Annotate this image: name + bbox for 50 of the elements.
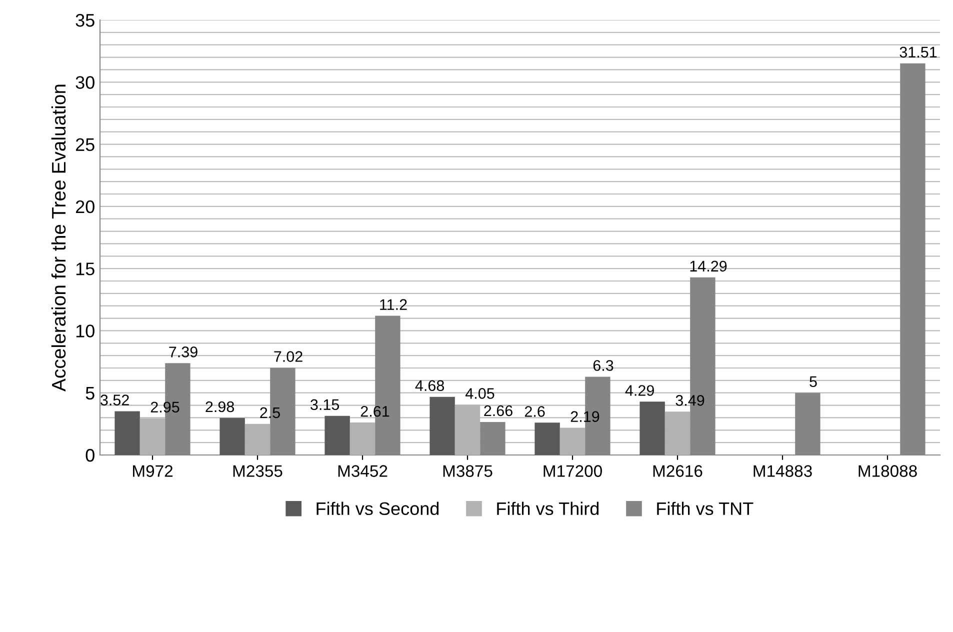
data-label: 4.05	[465, 388, 494, 399]
legend-label: Fifth vs Third	[497, 502, 599, 516]
y-tick-label: 5	[86, 386, 94, 400]
data-label: 4.29	[625, 385, 654, 396]
data-label: 11.2	[380, 299, 407, 310]
data-label: 2.66	[484, 405, 512, 416]
y-tick-label: 0	[86, 448, 94, 462]
data-label: 2.19	[570, 411, 600, 422]
bar	[430, 396, 455, 455]
data-label: 31.51	[900, 46, 937, 58]
data-label: 6.3	[593, 360, 614, 371]
x-tick-label: M18088	[858, 465, 917, 477]
x-tick-label: M3452	[338, 465, 388, 477]
x-tick-label: M2616	[653, 465, 702, 477]
data-label: 2.95	[150, 402, 180, 413]
y-tick-label: 30	[76, 76, 94, 89]
x-tick-label: M17200	[544, 465, 602, 477]
y-tick-label: 35	[76, 14, 94, 27]
bar	[560, 428, 586, 455]
data-label: 3.52	[100, 394, 129, 406]
x-tick-label: M2355	[233, 465, 282, 477]
data-label: 3.15	[310, 399, 340, 410]
data-label: 2.5	[260, 407, 280, 418]
bar	[534, 422, 560, 455]
bar	[114, 411, 140, 455]
bar	[244, 424, 270, 455]
x-tick-label: M972	[133, 465, 173, 477]
x-tick-label: M14883	[754, 465, 812, 477]
data-label: 2.61	[360, 406, 390, 417]
bar	[640, 402, 665, 455]
data-label: 3.49	[676, 395, 704, 406]
x-tick-label: M3875	[443, 465, 492, 477]
data-label: 2.6	[524, 406, 545, 417]
y-tick-label: 15	[76, 262, 94, 276]
y-tick-label: 20	[76, 200, 94, 214]
data-label: 4.68	[415, 380, 444, 392]
data-label: 14.29	[690, 260, 727, 272]
bar	[350, 422, 376, 455]
data-label: 2.98	[206, 401, 234, 412]
legend-label: Fifth vs TNT	[657, 502, 754, 516]
data-label: 7.39	[169, 346, 198, 358]
data-label: 5	[810, 376, 817, 388]
y-tick-label: 10	[76, 324, 94, 338]
y-tick-label: 25	[76, 138, 94, 152]
bar	[324, 416, 350, 455]
bar	[220, 418, 245, 455]
bar	[664, 412, 690, 455]
data-label: 7.02	[274, 351, 302, 362]
y-axis-title: Acceleration for the Tree Evaluation	[51, 84, 66, 392]
legend-label: Fifth vs Second	[316, 502, 439, 516]
